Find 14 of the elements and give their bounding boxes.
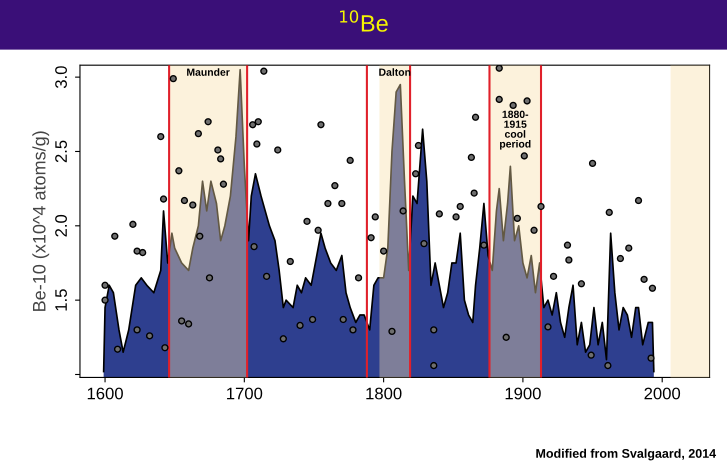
band-label: 1880- 1915 cool period <box>500 110 530 150</box>
y-tick-label: 3.0 <box>55 66 67 88</box>
y-axis-title: Be-10 (x10^4 atoms/g) <box>32 131 50 311</box>
x-tick-label: 1800 <box>366 388 402 400</box>
text: Modified from Svalgaard, 2014 <box>536 448 716 460</box>
x-tick-label: 2000 <box>644 388 680 400</box>
x-tick-label: 1600 <box>88 388 123 400</box>
band-label: Maunder <box>187 68 230 76</box>
x-tick-label: 1900 <box>506 388 541 400</box>
y-tick-label: 1.5 <box>55 289 67 310</box>
chart-title: $^{10}$Be <box>340 10 388 32</box>
y-tick-label: 2.0 <box>55 214 67 237</box>
y-tick-label: 2.5 <box>55 140 67 162</box>
x-tick-label: 1700 <box>227 388 262 400</box>
